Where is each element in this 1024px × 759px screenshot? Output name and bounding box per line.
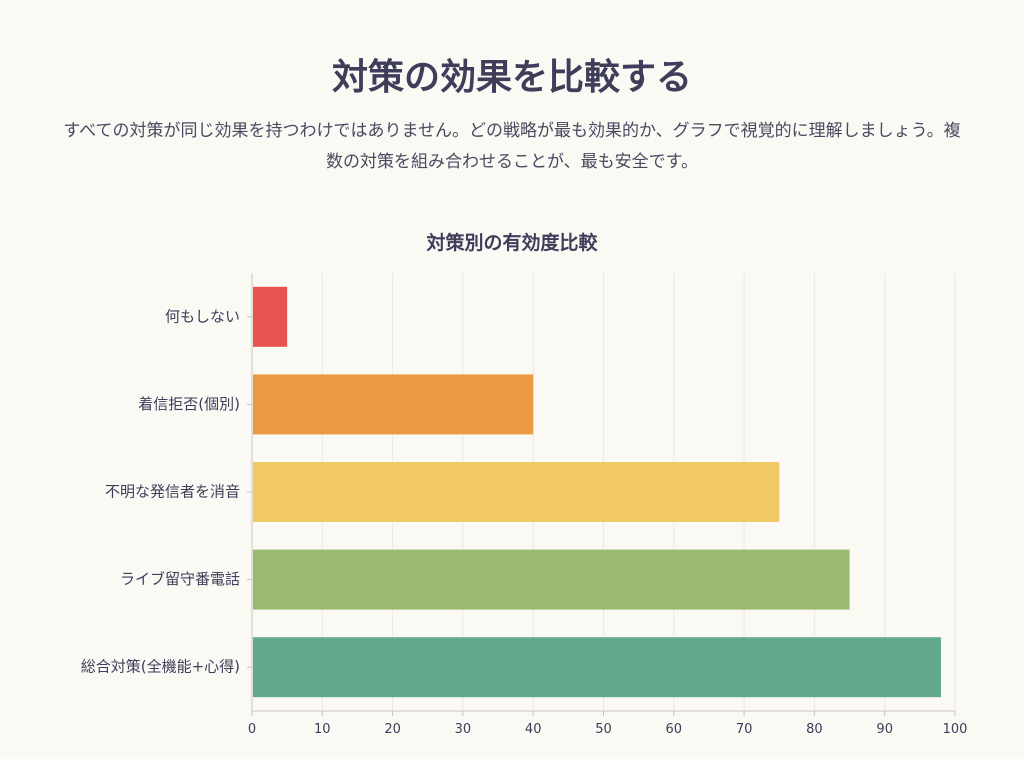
category-label: 総合対策(全機能+心得): [81, 658, 240, 676]
category-label: 着信拒否(個別): [138, 395, 240, 413]
category-label: 何もしない: [165, 307, 240, 325]
x-tick-label: 90: [876, 722, 893, 737]
bar: [253, 374, 534, 435]
x-tick-label: 30: [455, 722, 472, 737]
x-tick-label: 0: [248, 722, 256, 737]
x-tick-label: 40: [525, 722, 542, 737]
page-subtitle: すべての対策が同じ効果を持つわけではありません。どの戦略が最も効果的か、グラフで…: [63, 121, 961, 172]
bar: [253, 286, 288, 347]
x-tick-label: 80: [806, 722, 823, 737]
category-label: ライブ留守番電話: [120, 570, 240, 588]
x-tick-label: 60: [666, 722, 683, 737]
x-tick-label: 20: [384, 722, 401, 737]
x-tick-label: 70: [736, 722, 753, 737]
chart-title: 対策別の有効度比較: [426, 232, 598, 254]
bar: [253, 637, 941, 698]
x-tick-label: 50: [595, 722, 612, 737]
category-label: 不明な発信者を消音: [105, 483, 240, 501]
x-tick-label: 10: [314, 722, 331, 737]
bar: [253, 549, 850, 610]
x-tick-label: 100: [943, 722, 968, 737]
bar: [253, 462, 780, 522]
page-title: 対策の効果を比較する: [331, 57, 692, 98]
